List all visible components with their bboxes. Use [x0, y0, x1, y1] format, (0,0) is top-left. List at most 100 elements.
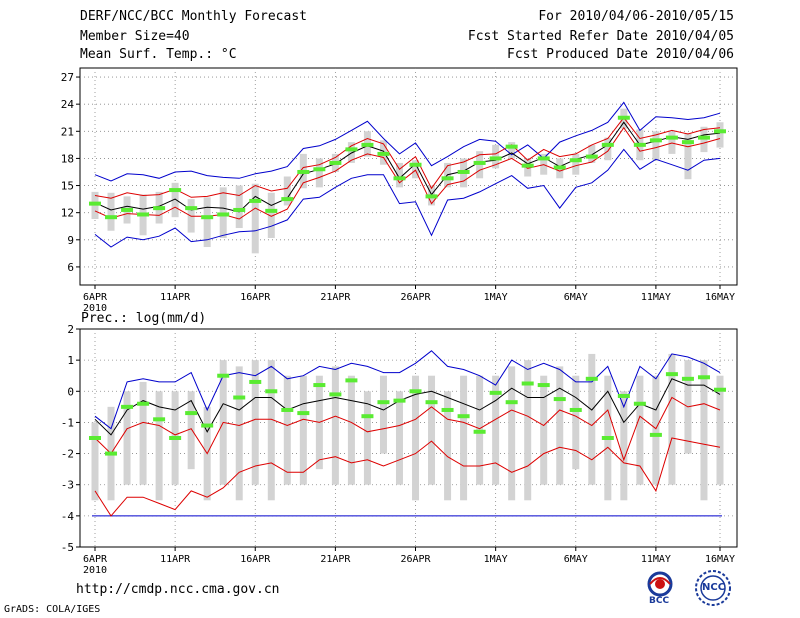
temp-obs-marker	[281, 197, 294, 202]
bcc-logo-text: BCC	[649, 596, 670, 606]
prec-obs-marker	[249, 379, 262, 384]
variable-label: Mean Surf. Temp.: °C	[80, 47, 237, 62]
temp-obs-marker	[697, 135, 710, 140]
prec-obs-marker	[553, 397, 566, 402]
temp-obs-marker	[649, 138, 662, 143]
refer-date: Fcst Started Refer Date 2010/04/05	[467, 29, 734, 44]
prec-spread-box	[251, 360, 259, 485]
prec-xtick-label: 1MAY	[484, 554, 508, 565]
prec-obs-marker	[697, 375, 710, 380]
grads-credit: GrADS: COLA/IGES	[4, 604, 101, 615]
prec-obs-marker	[457, 414, 470, 419]
prec-obs-marker	[569, 407, 582, 412]
prec-obs-marker	[313, 383, 326, 388]
prec-spread-box	[139, 381, 147, 485]
prec-line-ensemble-mean	[94, 378, 721, 436]
prec-spread-box	[283, 375, 291, 485]
prec-obs-marker	[393, 398, 406, 403]
footer-url[interactable]: http://cmdp.ncc.cma.gov.cn	[76, 582, 280, 597]
temp-obs-marker	[89, 201, 101, 206]
prec-ytick-label: -2	[61, 448, 74, 461]
temp-obs-marker	[409, 162, 422, 167]
forecast-period: For 2010/04/06-2010/05/15	[538, 9, 734, 24]
temp-line-ensemble-upper	[94, 116, 721, 199]
temp-obs-marker	[137, 212, 150, 217]
temp-ytick-label: 15	[61, 180, 74, 193]
temp-spread-box	[604, 137, 612, 161]
temp-xtick-label: 16APR	[240, 292, 271, 303]
temp-obs-marker	[345, 147, 358, 152]
prec-obs-marker	[633, 401, 646, 406]
prec-spread-box	[347, 375, 355, 485]
temp-line-ensemble-lower	[94, 126, 721, 220]
prec-spread-box	[620, 391, 628, 501]
chart-title: DERF/NCC/BCC Monthly Forecast	[80, 9, 307, 24]
temp-obs-marker	[217, 212, 230, 217]
prec-spread-box	[700, 360, 708, 501]
prec-obs-marker	[89, 436, 101, 440]
temp-obs-marker	[633, 142, 646, 147]
prec-obs-marker	[505, 400, 518, 405]
prec-ytick-label: 1	[67, 354, 74, 367]
prec-xtick-label: 26APR	[400, 554, 431, 565]
prec-obs-marker	[521, 381, 534, 386]
prec-spread-box	[492, 375, 500, 485]
prec-spread-box	[187, 391, 195, 470]
prec-ytick-label: 0	[67, 385, 74, 398]
prec-spread-box	[267, 360, 275, 501]
prec-obs-marker	[714, 387, 726, 392]
prec-line-ensemble-min	[94, 437, 721, 517]
prec-xtick-label: 16MAY	[705, 554, 735, 565]
temp-spread-box	[684, 133, 692, 180]
temp-xtick-label: 26APR	[400, 292, 431, 303]
prec-spread-box	[636, 375, 644, 485]
prec-spread-box	[556, 366, 564, 485]
temp-spread-box	[315, 158, 323, 188]
temp-obs-marker	[553, 165, 566, 170]
temp-obs-marker	[313, 167, 326, 172]
temp-obs-marker	[249, 198, 262, 203]
temp-spread-box	[203, 197, 211, 248]
prec-obs-marker	[585, 376, 598, 381]
temp-line-ensemble-min	[94, 148, 721, 248]
prec-spread-box	[460, 375, 468, 501]
prec-panel-title: Prec.: log(mm/d)	[81, 311, 206, 326]
temp-spread-box	[283, 176, 291, 206]
prec-spread-box	[91, 422, 99, 501]
prec-xtick-label: 6MAY	[564, 554, 588, 565]
temp-spread-box	[716, 122, 724, 148]
temp-spread-box	[588, 144, 596, 163]
bcc-logo-icon	[647, 571, 673, 597]
prec-spread-box	[652, 375, 660, 485]
prec-spread-box	[716, 375, 724, 485]
temp-spread-box	[235, 185, 243, 229]
prec-spread-box	[299, 375, 307, 485]
temp-ytick-label: 12	[61, 207, 74, 220]
prec-obs-marker	[377, 400, 390, 405]
temp-obs-marker	[153, 206, 166, 211]
prec-obs-marker	[105, 451, 118, 456]
prec-obs-marker	[409, 389, 422, 394]
prec-plot-frame	[79, 328, 738, 548]
prec-obs-marker	[649, 432, 662, 437]
temp-obs-marker	[185, 206, 198, 211]
temp-obs-marker	[441, 176, 454, 181]
prec-xtick-label: 16APR	[240, 554, 271, 565]
temp-obs-marker	[393, 176, 406, 181]
ncc-logo-text: NCC	[702, 582, 726, 593]
temp-obs-marker	[329, 160, 342, 165]
prec-obs-marker	[265, 389, 278, 394]
temp-line-ensemble-mean	[94, 121, 721, 213]
prec-line-ensemble-max	[94, 350, 721, 430]
temp-obs-marker	[617, 115, 630, 120]
prec-ytick-label: -4	[61, 510, 75, 523]
temp-xtick-label: 1MAY	[484, 292, 508, 303]
temp-xtick-label: 11APR	[160, 292, 191, 303]
prec-obs-marker	[185, 411, 198, 416]
temp-obs-marker	[457, 169, 470, 174]
member-size: Member Size=40	[80, 29, 190, 44]
produced-date: Fcst Produced Date 2010/04/06	[507, 47, 734, 62]
temp-obs-marker	[569, 158, 582, 163]
